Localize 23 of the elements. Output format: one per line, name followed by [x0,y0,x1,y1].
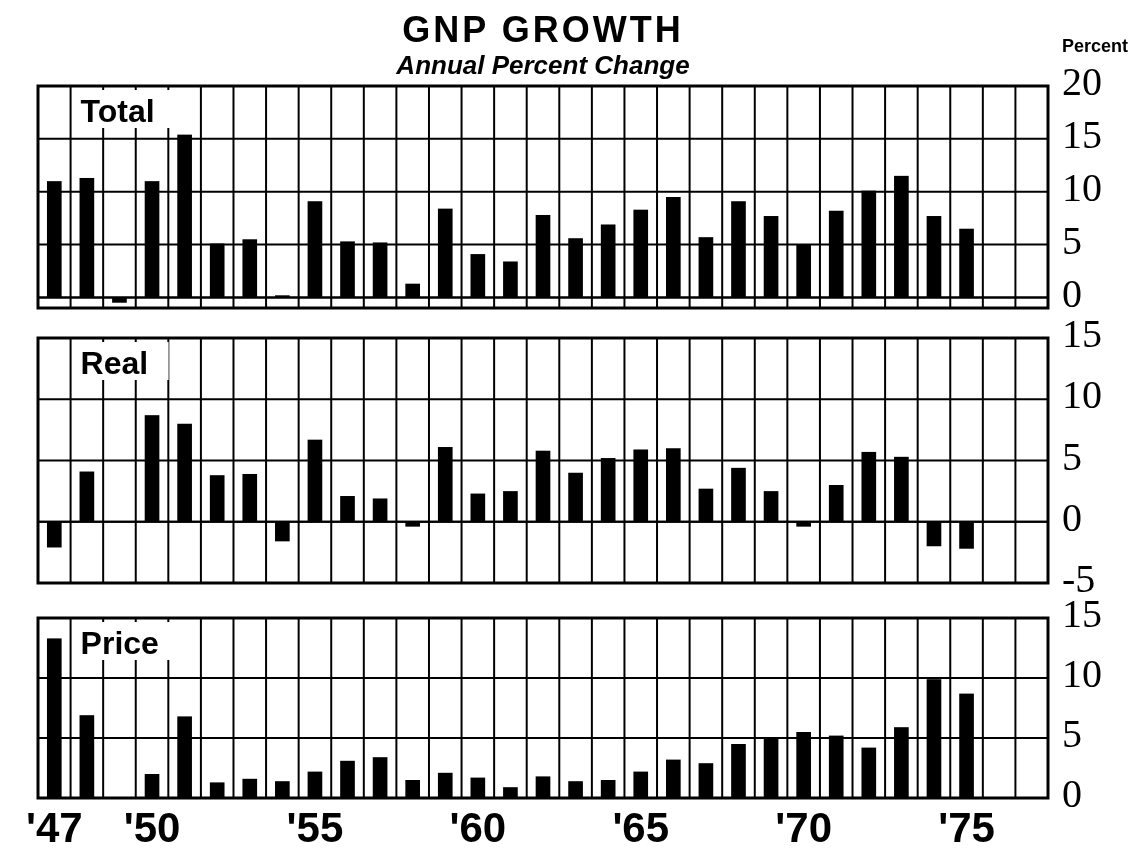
y-tick-label: 10 [1062,164,1102,210]
y-tick-label: 5 [1062,711,1082,757]
y-tick-label: 5 [1062,433,1082,479]
x-tick-label: '50 [123,804,181,851]
x-tick-label: '55 [286,804,344,851]
annotation: Real [80,345,149,381]
x-tick-label: '75 [938,804,995,851]
y-tick-label: 0 [1062,494,1082,540]
annotation: Total [80,93,155,129]
chart-subtitle: Annual Percent Change [395,50,690,80]
y-tick-label: 20 [1062,59,1102,105]
y-tick-label: 10 [1062,651,1102,697]
y-tick-label: 0 [1062,771,1082,817]
x-tick-label: '70 [775,804,832,851]
x-tick-label: '65 [612,804,670,851]
y-tick-label: 10 [1062,372,1102,418]
chart-title: GNP GROWTH [402,9,684,50]
y-axis-title: Percent [1061,36,1128,56]
y-tick-label: 15 [1062,112,1102,158]
annotation: Price [80,625,159,661]
y-tick-label: 5 [1062,217,1082,263]
x-tick-label: '60 [449,804,507,851]
x-tick-label: '47 [25,804,83,851]
